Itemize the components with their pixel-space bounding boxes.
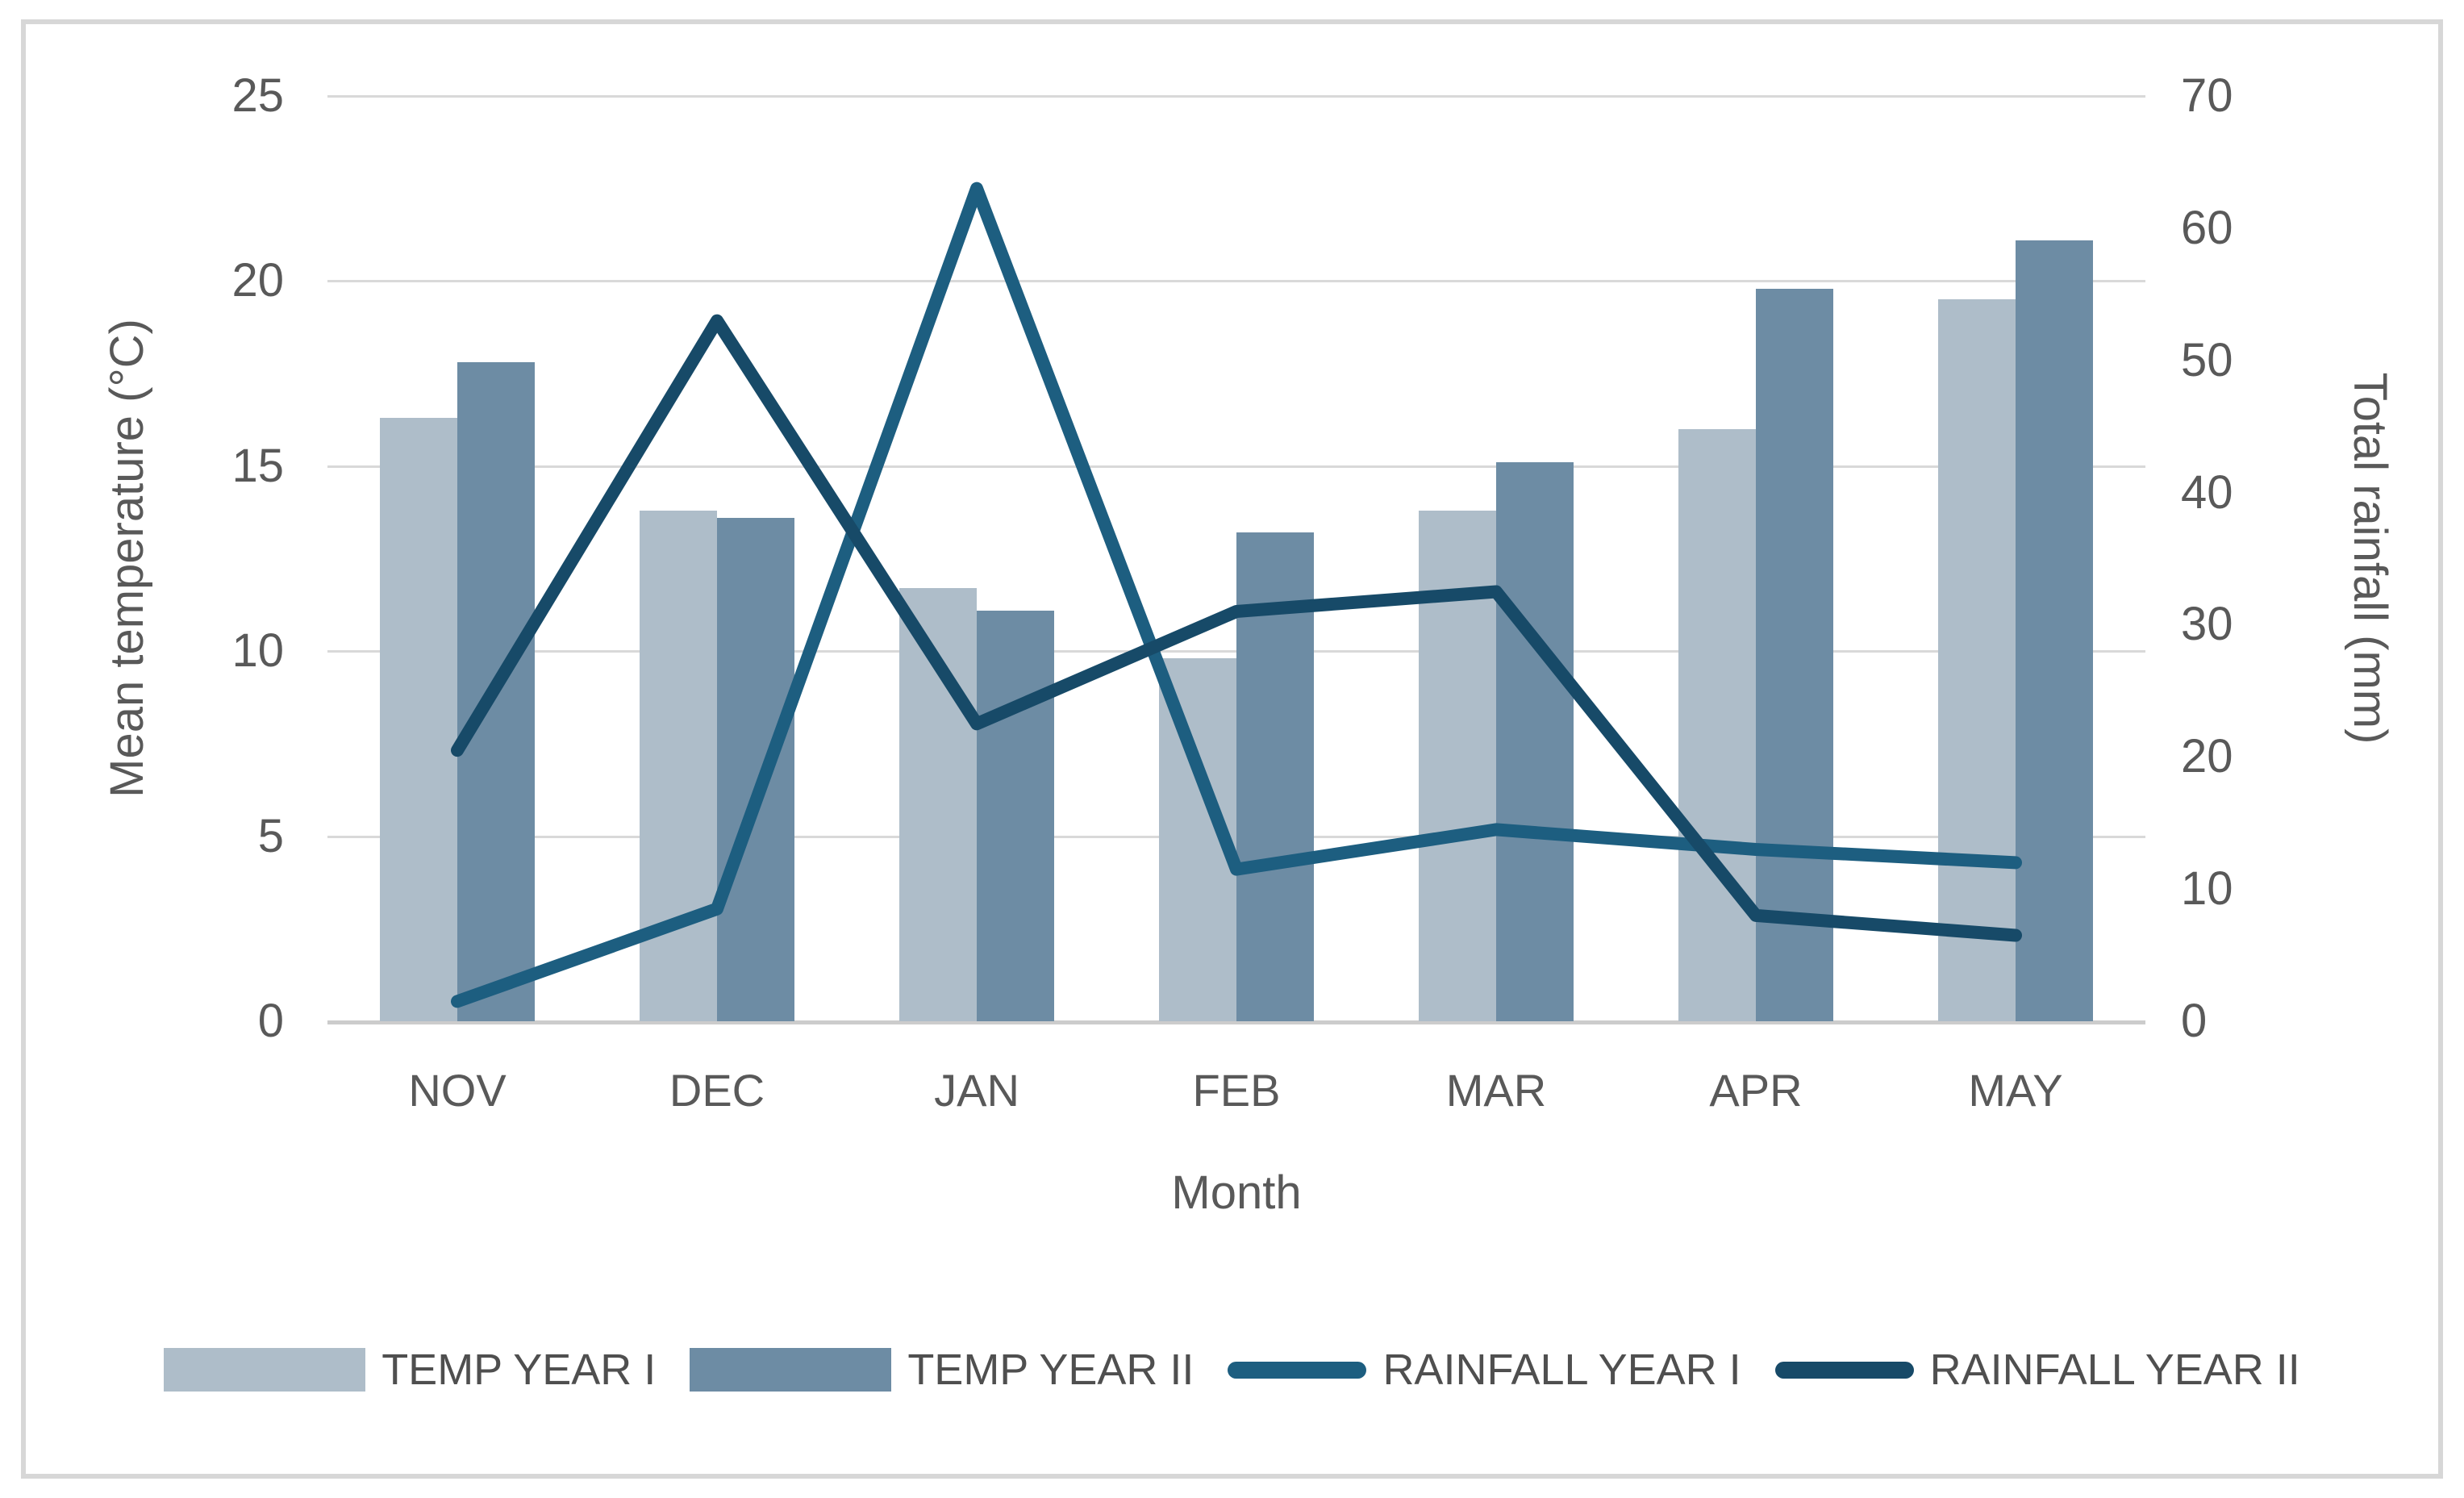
rainfall-lines-layer bbox=[451, 182, 2022, 1008]
left-axis-tick-15: 15 bbox=[231, 439, 284, 492]
legend-item-rainfall-year-i: RAINFALL YEAR I bbox=[1228, 1346, 1741, 1394]
x-tick-mar: MAR bbox=[1445, 1065, 1547, 1116]
x-axis-title: Month bbox=[1171, 1166, 1302, 1219]
right-axis-tick-30: 30 bbox=[2181, 598, 2233, 651]
legend-item-temp-year-i: TEMP YEAR I bbox=[164, 1346, 656, 1394]
bar-temp-year-ii-apr bbox=[1756, 288, 1833, 1021]
x-tick-apr: APR bbox=[1709, 1065, 1803, 1116]
right-axis-tick-50: 50 bbox=[2181, 333, 2233, 386]
right-axis-tick-60: 60 bbox=[2181, 201, 2233, 254]
x-tick-dec: DEC bbox=[669, 1065, 765, 1116]
legend-item-rainfall-year-ii: RAINFALL YEAR II bbox=[1774, 1346, 2300, 1394]
left-axis-title: Mean temperature (°C) bbox=[101, 319, 153, 798]
x-tick-may: MAY bbox=[1968, 1065, 2063, 1116]
bar-temp-year-ii-mar bbox=[1496, 462, 1574, 1021]
left-axis-tick-0: 0 bbox=[257, 995, 284, 1047]
gridline-25 bbox=[327, 95, 2145, 98]
gridline-20 bbox=[327, 280, 2145, 283]
x-tick-jan: JAN bbox=[934, 1065, 1019, 1116]
x-tick-feb: FEB bbox=[1192, 1065, 1281, 1116]
line-rainfall-year-i bbox=[451, 182, 2022, 1008]
bar-temp-year-ii-jan bbox=[977, 610, 1054, 1021]
left-axis-tick-10: 10 bbox=[231, 624, 284, 678]
x-axis-line bbox=[327, 1020, 2145, 1024]
legend-label: RAINFALL YEAR I bbox=[1382, 1346, 1741, 1394]
bar-temp-year-i-may bbox=[1938, 299, 2016, 1021]
right-axis-tick-70: 70 bbox=[2181, 69, 2233, 122]
bar-temp-year-i-apr bbox=[1678, 428, 1756, 1021]
legend-label: TEMP YEAR I bbox=[381, 1346, 657, 1394]
right-axis-tick-10: 10 bbox=[2181, 862, 2233, 916]
legend-item-temp-year-ii: TEMP YEAR II bbox=[690, 1346, 1194, 1394]
legend-bar-swatch-temp-year-ii bbox=[690, 1348, 892, 1392]
right-axis-tick-20: 20 bbox=[2181, 730, 2233, 783]
legend-bar-swatch-temp-year-i bbox=[164, 1348, 366, 1392]
plot-area bbox=[327, 95, 2145, 1024]
gridline-15 bbox=[327, 465, 2145, 468]
left-axis-tick-25: 25 bbox=[231, 69, 284, 122]
left-axis-tick-20: 20 bbox=[231, 254, 284, 307]
bar-temp-year-ii-dec bbox=[717, 518, 794, 1021]
bar-temp-year-i-nov bbox=[380, 418, 457, 1021]
left-axis-tick-5: 5 bbox=[257, 809, 284, 862]
legend: TEMP YEAR I TEMP YEAR II RAINFALL YEAR I RA… bbox=[0, 1346, 2464, 1394]
right-axis-tick-0: 0 bbox=[2181, 995, 2208, 1047]
right-axis-tick-40: 40 bbox=[2181, 465, 2233, 519]
bar-temp-year-ii-may bbox=[2016, 240, 2093, 1021]
legend-line-swatch-rainfall-year-ii bbox=[1774, 1361, 1914, 1379]
x-tick-nov: NOV bbox=[408, 1065, 507, 1116]
legend-label: TEMP YEAR II bbox=[907, 1346, 1194, 1394]
legend-line-swatch-rainfall-year-i bbox=[1228, 1361, 1367, 1379]
line-rainfall-year-ii bbox=[451, 314, 2022, 942]
legend-label: RAINFALL YEAR II bbox=[1929, 1346, 2300, 1394]
